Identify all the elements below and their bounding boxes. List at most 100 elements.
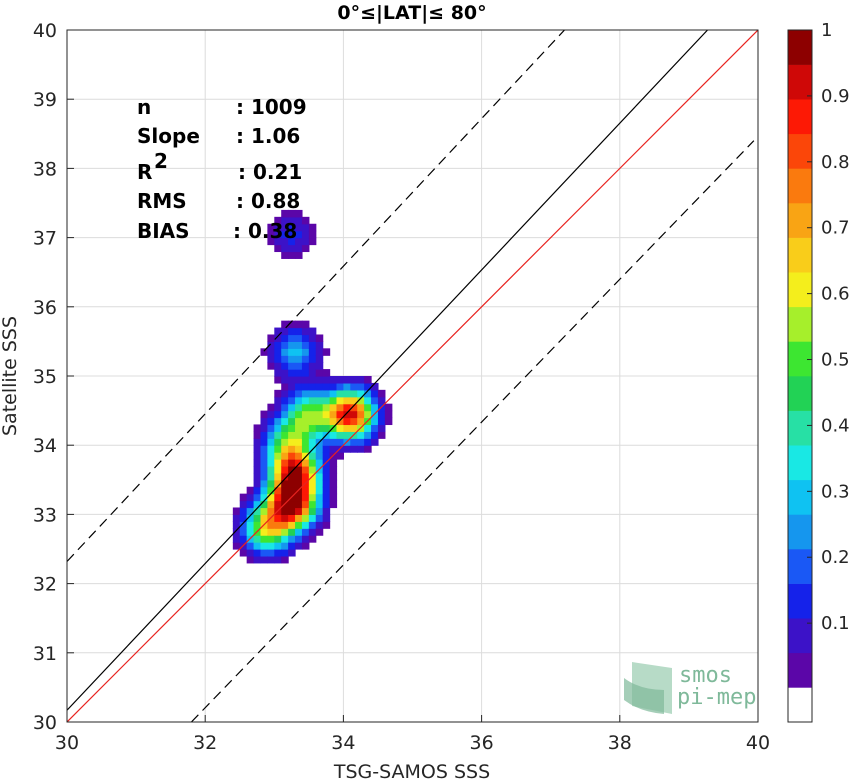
density-cell-71 <box>267 542 275 550</box>
density-cell-134 <box>274 237 282 246</box>
density-cell-389 <box>329 479 338 488</box>
density-cell-178 <box>281 216 289 225</box>
colorbar-tick-label-1: 0.2 <box>821 547 850 568</box>
density-cell-369 <box>322 472 331 481</box>
stat-value-n: : 1009 <box>236 95 307 119</box>
density-cell-125 <box>274 376 282 384</box>
density-cell-287 <box>301 362 310 370</box>
density-cell-224 <box>295 521 303 529</box>
density-cell-53 <box>260 507 268 515</box>
density-cell-251 <box>295 334 303 342</box>
density-cell-183 <box>288 528 296 536</box>
density-cell-68 <box>260 348 268 356</box>
colorbar-tick-label-4: 0.5 <box>821 350 850 371</box>
density-cell-99 <box>267 223 275 232</box>
density-cell-315 <box>308 424 317 432</box>
density-cell-328 <box>308 334 317 342</box>
density-cell-310 <box>308 459 317 467</box>
density-cell-25 <box>246 486 255 495</box>
density-cell-277 <box>301 431 310 439</box>
density-cell-339 <box>315 486 324 495</box>
density-cell-405 <box>336 452 344 460</box>
density-cell-223 <box>295 528 303 536</box>
density-cell-478 <box>384 410 393 419</box>
density-cell-335 <box>315 514 324 522</box>
density-cell-408 <box>336 431 344 439</box>
density-cell-176 <box>281 230 289 239</box>
density-cell-139 <box>281 549 289 557</box>
density-cell-172 <box>281 320 289 329</box>
density-cell-148 <box>281 486 289 495</box>
density-cell-136 <box>274 223 282 232</box>
density-cell-250 <box>295 341 303 349</box>
density-cell-49 <box>260 535 268 543</box>
density-cell-235 <box>295 445 303 453</box>
density-cell-374 <box>322 438 331 446</box>
density-cell-196 <box>288 438 296 446</box>
density-cell-336 <box>315 507 324 515</box>
density-cell-165 <box>281 369 289 377</box>
density-cell-455 <box>364 410 372 419</box>
density-cell-120 <box>274 417 282 426</box>
density-cell-263 <box>301 528 310 536</box>
density-cell-450 <box>364 445 372 453</box>
density-cell-220 <box>288 209 296 218</box>
density-cell-202 <box>288 396 296 405</box>
density-cell-46 <box>260 555 268 564</box>
density-cell-77 <box>267 500 275 509</box>
density-cell-309 <box>308 465 317 474</box>
density-cell-116 <box>274 445 282 453</box>
density-cell-56 <box>260 486 268 495</box>
density-cell-218 <box>288 223 296 232</box>
y-tick-label-1: 31 <box>33 643 57 665</box>
density-cell-124 <box>274 389 282 398</box>
density-cell-423 <box>343 403 351 412</box>
density-cell-3 <box>232 521 241 529</box>
stat-value-r: : 0.21 <box>238 160 302 184</box>
density-cell-117 <box>274 438 282 446</box>
density-cell-385 <box>322 348 331 356</box>
density-cell-311 <box>308 452 317 460</box>
density-cell-444 <box>357 410 365 419</box>
colorbar-segment-15 <box>788 168 812 204</box>
density-cell-307 <box>308 479 317 488</box>
density-cell-410 <box>336 417 344 426</box>
density-cell-356 <box>315 369 324 377</box>
density-cell-437 <box>350 382 358 391</box>
density-cell-432 <box>350 417 358 426</box>
density-cell-299 <box>308 535 317 543</box>
density-cell-332 <box>308 223 317 232</box>
density-cell-424 <box>343 396 351 405</box>
density-cell-383 <box>322 376 331 384</box>
density-cell-434 <box>350 403 358 412</box>
density-cell-197 <box>288 431 296 439</box>
density-cell-232 <box>295 465 303 474</box>
density-cell-216 <box>288 237 296 246</box>
density-cell-22 <box>246 507 255 515</box>
density-cell-333 <box>315 528 324 536</box>
density-cell-64 <box>260 431 268 439</box>
density-cell-420 <box>343 424 351 432</box>
density-cell-13 <box>239 500 248 509</box>
density-cell-221 <box>295 542 303 550</box>
colorbar-segment-7 <box>788 445 812 481</box>
density-cell-292 <box>301 327 310 336</box>
density-cell-48 <box>260 542 268 550</box>
density-cell-230 <box>295 479 303 488</box>
density-cell-0 <box>232 542 241 550</box>
density-cell-367 <box>322 486 331 495</box>
density-cell-100 <box>274 555 282 564</box>
density-cell-115 <box>274 452 282 460</box>
density-cell-323 <box>308 369 317 377</box>
density-cell-363 <box>322 514 331 522</box>
density-cell-12 <box>239 507 248 515</box>
y-tick-label-3: 33 <box>33 504 57 526</box>
density-cell-219 <box>288 216 296 225</box>
stat-label-n: n <box>137 95 151 119</box>
density-cell-360 <box>315 341 324 349</box>
density-cell-259 <box>295 216 303 225</box>
colorbar-tick-label-8: 0.9 <box>821 86 850 107</box>
density-cell-42 <box>253 445 262 453</box>
density-cell-253 <box>295 320 303 329</box>
density-cell-240 <box>295 410 303 419</box>
